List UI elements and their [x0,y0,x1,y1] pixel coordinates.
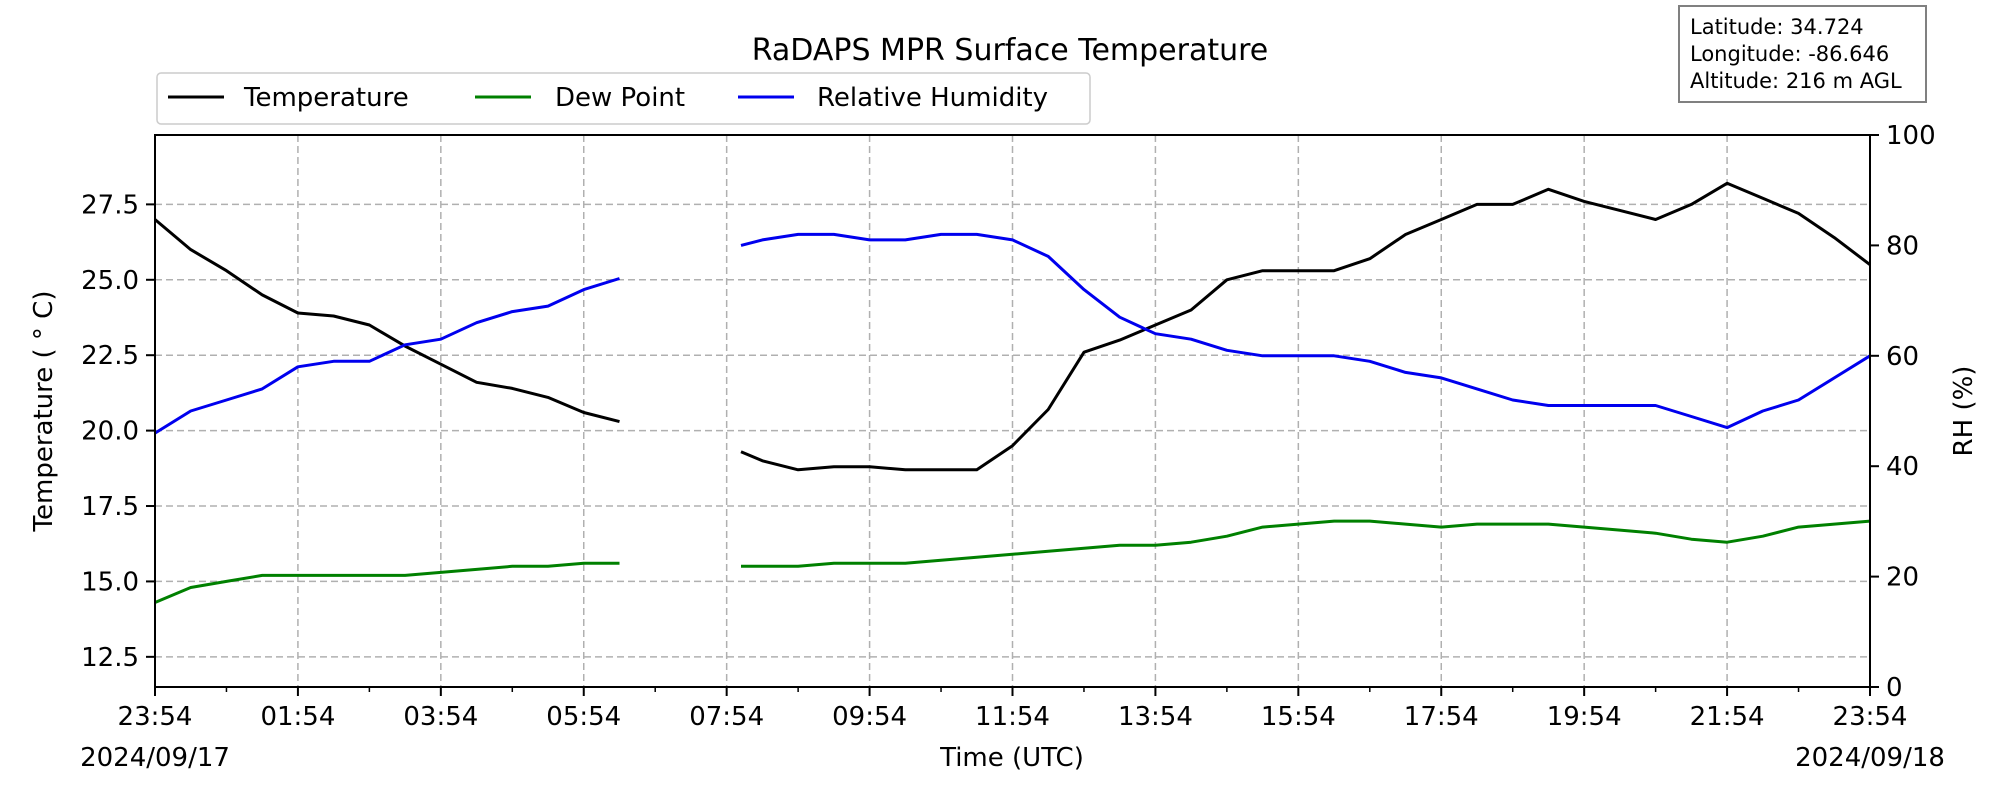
x-tick-label: 15:54 [1261,702,1336,732]
info-box-frame [1678,5,1927,103]
info-longitude: Longitude: -86.646 [1690,42,1889,66]
y-right-tick-label: 40 [1886,452,1919,482]
chart-title: RaDAPS MPR Surface Temperature [752,33,1269,68]
y-left-tick-label: 15.0 [81,567,139,597]
y-left-tick-label: 20.0 [81,417,139,447]
series-relative-humidity [154,232,1871,435]
series-line-segment [154,218,620,424]
info-box: Latitude: 34.724 Longitude: -86.646 Alti… [1678,5,1927,103]
y-right-tick-label: 0 [1886,673,1903,703]
date-start-label: 2024/09/17 [80,743,230,773]
legend-label-temperature: Temperature [243,83,409,113]
legend: Temperature Dew Point Relative Humidity [156,72,1091,125]
x-axis-label: Time (UTC) [939,743,1084,773]
series-dew-point [154,519,1871,604]
x-tick-label: 07:54 [689,702,764,732]
info-latitude: Latitude: 34.724 [1690,15,1864,39]
y-right-tick-label: 80 [1886,231,1919,261]
legend-label-dew-point: Dew Point [555,83,685,113]
x-tick-label: 21:54 [1690,702,1765,732]
x-tick-label: 09:54 [832,702,907,732]
x-tick-label: 19:54 [1547,702,1622,732]
y-left-tick-label: 25.0 [81,266,139,296]
x-tick-label: 23:54 [1833,702,1908,732]
x-tick-label: 17:54 [1404,702,1479,732]
y-axis-right-label: RH (%) [1949,366,1979,457]
series-line-segment [741,519,1871,568]
y-axis-left-label: Temperature ( ° C) [29,291,59,533]
series-line-segment [740,181,1871,472]
series-line-segment [740,232,1871,430]
series-layer [154,181,1871,604]
x-tick-label: 23:54 [118,702,193,732]
x-tick-label: 05:54 [546,702,621,732]
y-left-tick-label: 17.5 [81,492,139,522]
y-right-tick-label: 20 [1886,563,1919,593]
x-tick-label: 03:54 [403,702,478,732]
x-tick-label: 01:54 [260,702,335,732]
y-left-tick-label: 22.5 [81,341,139,371]
y-left-tick-label: 12.5 [81,643,139,673]
y-axis-left: 12.5 15.0 17.5 20.0 22.5 25.0 27.5 [81,190,155,673]
x-tick-label: 11:54 [975,702,1050,732]
legend-label-relative-humidity: Relative Humidity [817,83,1048,113]
series-temperature [154,181,1871,472]
info-altitude: Altitude: 216 m AGL [1690,69,1902,93]
date-end-label: 2024/09/18 [1795,743,1945,773]
series-line-segment [154,561,620,604]
y-right-tick-label: 60 [1886,342,1919,372]
y-axis-right: 0 20 40 60 80 100 [1870,121,1936,703]
y-left-tick-label: 27.5 [81,190,139,220]
x-axis: 23:54 01:54 03:54 05:54 07:54 09:54 11:54 13:54… [118,687,1908,732]
legend-frame [156,72,1091,125]
x-tick-label: 13:54 [1118,702,1193,732]
series-line-segment [154,277,620,435]
gridlines [155,135,1870,687]
y-right-tick-label: 100 [1886,121,1936,151]
